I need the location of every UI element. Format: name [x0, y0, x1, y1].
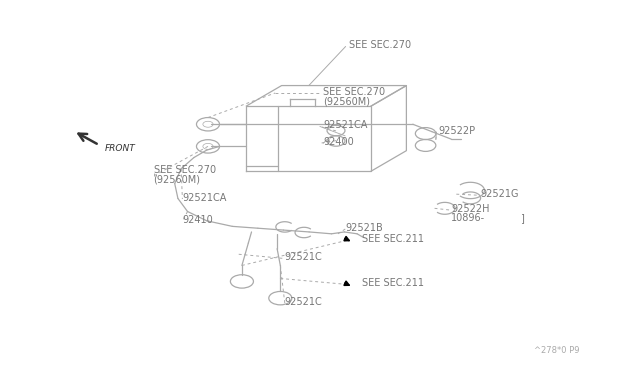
Text: SEE SEC.270: SEE SEC.270: [323, 87, 385, 97]
Text: 92521C: 92521C: [285, 253, 323, 262]
Text: SEE SEC.211: SEE SEC.211: [362, 279, 424, 288]
Text: 92522H: 92522H: [451, 204, 490, 214]
Text: SEE SEC.211: SEE SEC.211: [362, 234, 424, 244]
Text: ]: ]: [520, 214, 524, 223]
Text: 92521B: 92521B: [346, 223, 383, 232]
Text: 92410: 92410: [182, 215, 213, 225]
Text: SEE SEC.270: SEE SEC.270: [154, 165, 216, 175]
Text: 92521C: 92521C: [285, 297, 323, 307]
Text: 92521CA: 92521CA: [182, 193, 227, 203]
Text: FRONT: FRONT: [104, 144, 135, 153]
Text: 10896-: 10896-: [451, 214, 485, 223]
Text: 92521CA: 92521CA: [323, 121, 367, 130]
Text: 92522P: 92522P: [438, 126, 476, 136]
Text: SEE SEC.270: SEE SEC.270: [349, 41, 411, 50]
Text: (92560M): (92560M): [154, 174, 200, 184]
Text: (92560M): (92560M): [323, 97, 370, 106]
Text: 92400: 92400: [323, 138, 354, 147]
Text: ^278*0 P9: ^278*0 P9: [534, 346, 580, 355]
Text: 92521G: 92521G: [480, 189, 518, 199]
